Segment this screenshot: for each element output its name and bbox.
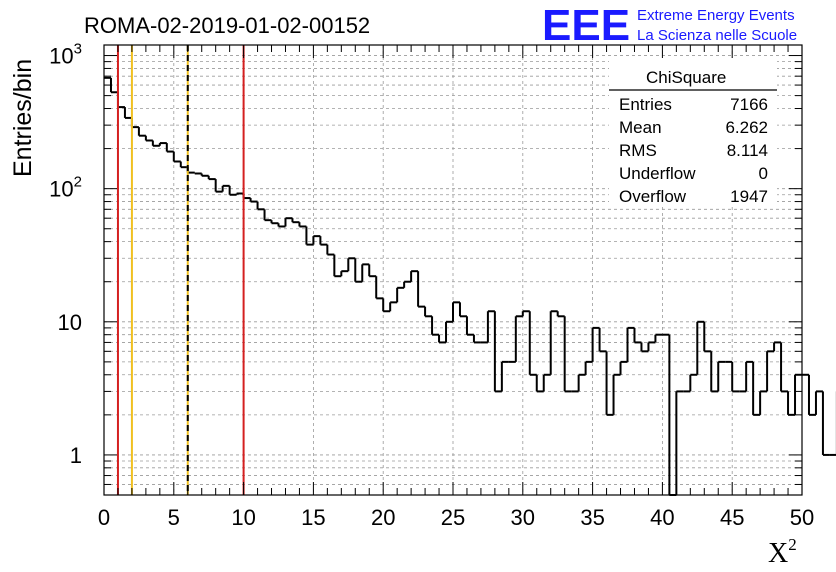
- y-tick-label: 10: [58, 310, 82, 335]
- stats-row-label: Underflow: [619, 164, 696, 183]
- stats-row-label: Overflow: [619, 187, 687, 206]
- stats-box-background: [609, 58, 777, 206]
- x-tick-label: 35: [580, 505, 604, 530]
- y-axis-label: Entries/bin: [9, 59, 37, 177]
- stats-row-label: Entries: [619, 95, 672, 114]
- x-tick-label: 0: [98, 505, 110, 530]
- x-axis-label-main: X: [768, 538, 788, 569]
- x-tick-label: 50: [790, 505, 814, 530]
- x-tick-label: 40: [650, 505, 674, 530]
- stats-row-value: 6.262: [725, 118, 768, 137]
- y-tick-label: 103: [49, 41, 82, 69]
- x-tick-label: 45: [720, 505, 744, 530]
- logo-line-2: La Scienza nelle Scuole: [637, 27, 797, 44]
- y-tick-label: 1: [70, 443, 82, 468]
- stats-title: ChiSquare: [646, 68, 726, 87]
- eee-logo-mark: EEE: [542, 1, 630, 50]
- x-axis-label-superscript: 2: [788, 535, 797, 554]
- chart-title: ROMA-02-2019-01-02-00152: [84, 13, 370, 38]
- stats-row-value: 7166: [730, 95, 768, 114]
- x-tick-label: 20: [371, 505, 395, 530]
- x-tick-label: 10: [231, 505, 255, 530]
- stats-row-label: Mean: [619, 118, 662, 137]
- reference-lines: [116, 45, 245, 495]
- y-tick-label: 102: [49, 174, 82, 202]
- stats-rows: Entries 7166 Mean 6.262 RMS 8.114 Underflow 0 Ov…: [619, 95, 768, 206]
- x-tick-label: 5: [168, 505, 180, 530]
- stats-row-value: 8.114: [727, 141, 768, 160]
- histogram-layer: [104, 76, 836, 496]
- stats-row-value: 1947: [730, 187, 768, 206]
- y-tick-labels: 1 10 102 103: [49, 41, 82, 468]
- eee-logo: EEE Extreme Energy Events La Scienza nel…: [542, 1, 797, 50]
- x-axis-label: X2: [768, 535, 797, 569]
- x-tick-label: 15: [301, 505, 325, 530]
- logo-line-1: Extreme Energy Events: [637, 7, 795, 24]
- x-tick-labels: 0 5 10 15 20 25 30 35 40 45 50: [98, 505, 814, 530]
- x-tick-label: 25: [441, 505, 465, 530]
- stats-row-value: 0: [759, 164, 768, 183]
- stats-box: ChiSquare Entries 7166 Mean 6.262 RMS 8.114 Un…: [609, 58, 777, 206]
- axis-ticks: [103, 45, 803, 496]
- stats-row-label: RMS: [619, 141, 657, 160]
- x-tick-label: 30: [511, 505, 535, 530]
